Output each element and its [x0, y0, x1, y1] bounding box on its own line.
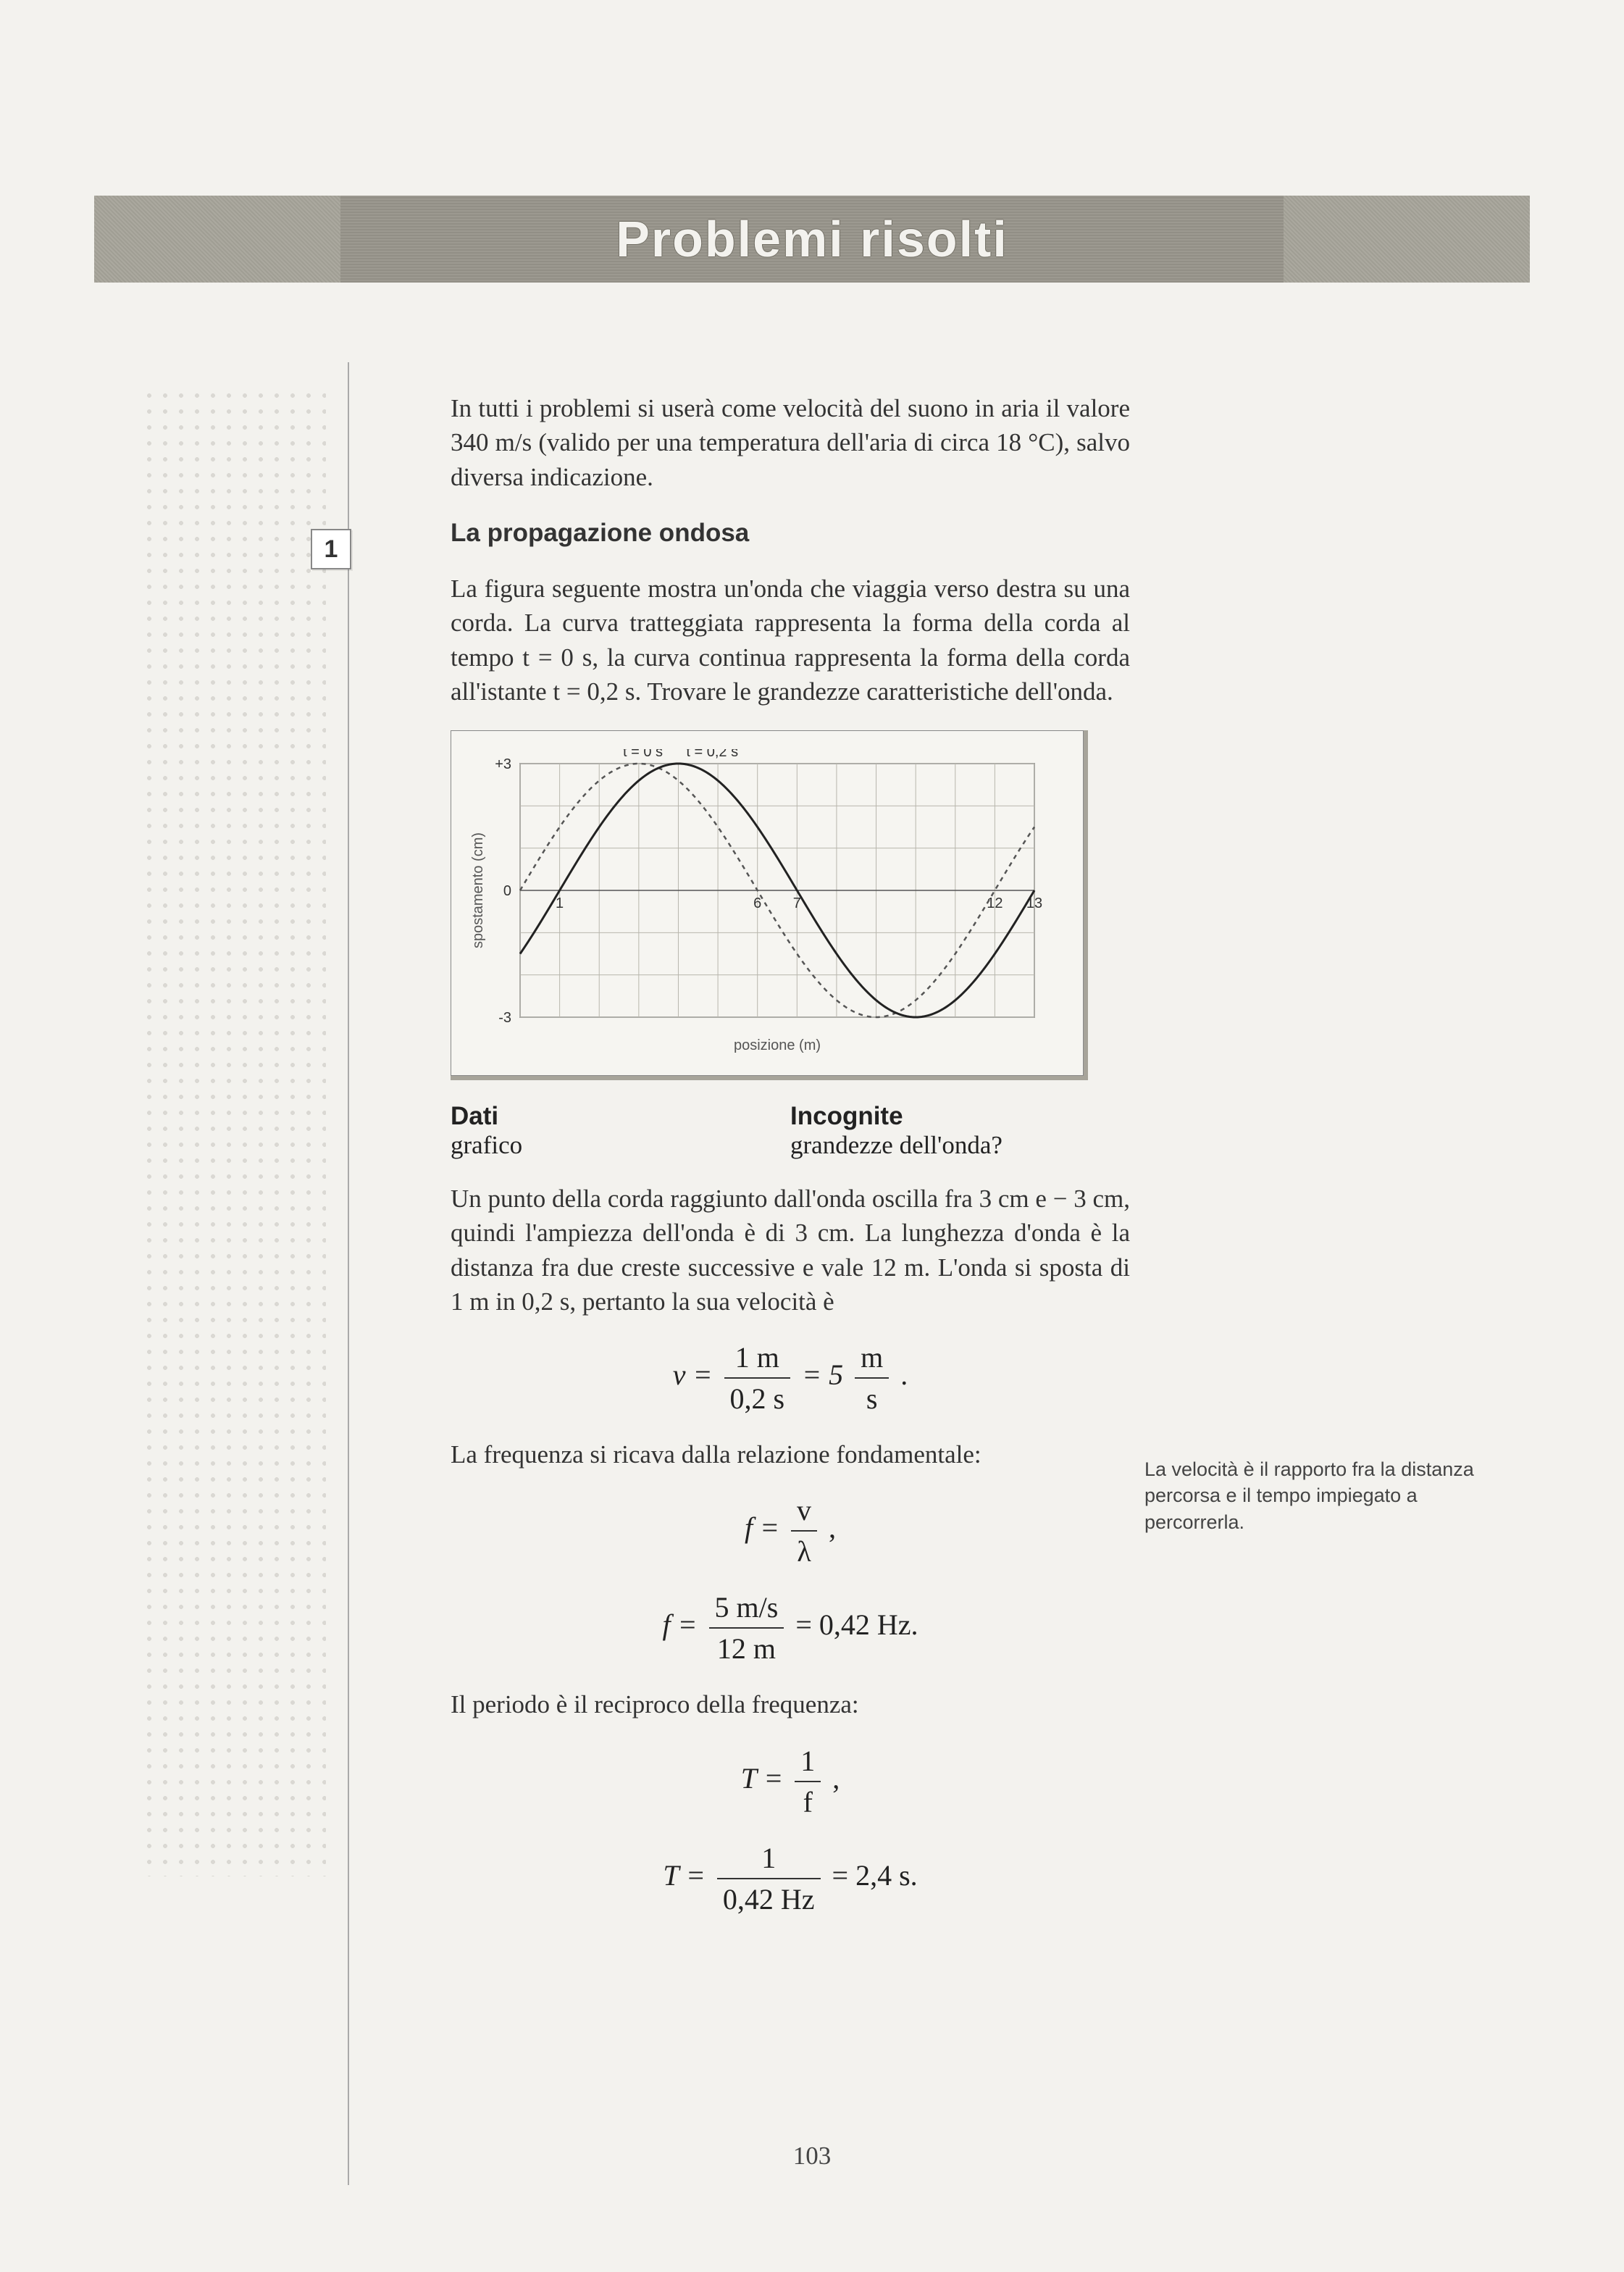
dati-heading: Dati: [451, 1102, 790, 1131]
chart-inner: +30-31671213spostamento (cm)posizione (m…: [451, 730, 1084, 1076]
svg-text:6: 6: [753, 895, 761, 911]
header-decor-left: [94, 196, 340, 283]
equation-T-value: T = 1 0,42 Hz = 2,4 s.: [451, 1841, 1130, 1916]
svg-text:t = 0,2 s: t = 0,2 s: [686, 749, 738, 760]
eq-v-eq: = 5: [802, 1358, 843, 1391]
incognite-heading: Incognite: [790, 1102, 1130, 1131]
eq-f2-tail: = 0,42 Hz.: [795, 1608, 918, 1641]
eq-T2-num: 1: [717, 1841, 821, 1879]
intro-paragraph: In tutti i problemi si userà come veloci…: [451, 391, 1130, 494]
svg-text:t = 0 s: t = 0 s: [623, 749, 663, 760]
eq-v-den: 0,2 s: [724, 1379, 791, 1416]
eq-f1-tail: ,: [829, 1511, 836, 1544]
eq-f2-num: 5 m/s: [709, 1590, 784, 1629]
problem-title: La propagazione ondosa: [451, 516, 1130, 550]
problem-text: La figura seguente mostra un'onda che vi…: [451, 572, 1130, 709]
eq-f2-frac: 5 m/s 12 m: [705, 1590, 789, 1666]
svg-text:posizione (m): posizione (m): [734, 1037, 821, 1053]
dati-col: Dati grafico: [451, 1102, 790, 1160]
eq-v-frac: 1 m 0,2 s: [720, 1340, 795, 1416]
incognite-value: grandezze dell'onda?: [790, 1131, 1130, 1160]
eq-v-unit-den: s: [855, 1379, 889, 1416]
eq-f1-den: λ: [791, 1532, 817, 1569]
incognite-col: Incognite grandezze dell'onda?: [790, 1102, 1130, 1160]
eq-T2-den: 0,42 Hz: [717, 1879, 821, 1916]
problem-number-badge: 1: [311, 529, 351, 569]
dati-value: grafico: [451, 1131, 790, 1160]
eq-T1-lhs: T =: [741, 1762, 784, 1795]
eq-T1-den: f: [795, 1782, 821, 1819]
content-grid: 1 In tutti i problemi si userà come velo…: [116, 362, 1508, 2185]
eq-v-tail: .: [900, 1358, 908, 1391]
svg-text:12: 12: [987, 895, 1003, 911]
dati-incognite-row: Dati grafico Incognite grandezze dell'on…: [451, 1102, 1130, 1160]
eq-T2-frac: 1 0,42 Hz: [713, 1841, 825, 1916]
eq-T1-frac: 1 f: [790, 1744, 825, 1819]
header-title: Problemi risolti: [616, 210, 1008, 268]
problem-number: 1: [325, 535, 338, 564]
eq-T2-lhs: T =: [663, 1859, 706, 1892]
eq-f1-lhs: f =: [745, 1511, 779, 1544]
eq-f2-lhs: f =: [662, 1608, 697, 1641]
page: Problemi risolti 1 In tutti i problemi s…: [0, 0, 1624, 2272]
svg-text:1: 1: [556, 895, 564, 911]
margin-note: La velocità è il rapporto fra la distanz…: [1130, 362, 1508, 2185]
eq-T1-tail: ,: [832, 1762, 840, 1795]
chart-container: +30-31671213spostamento (cm)posizione (m…: [451, 730, 1088, 1080]
dot-pattern: [145, 391, 326, 1876]
sidebar-pattern-col: 1: [116, 362, 333, 2185]
eq-T2-tail: = 2,4 s.: [832, 1859, 918, 1892]
eq-f1-num: v: [791, 1493, 817, 1532]
svg-text:7: 7: [793, 895, 801, 911]
header-center: Problemi risolti: [340, 196, 1284, 283]
svg-text:+3: +3: [495, 756, 511, 772]
page-number: 103: [0, 2142, 1624, 2171]
eq-f1-frac: v λ: [787, 1493, 821, 1569]
main-column: In tutti i problemi si userà come veloci…: [348, 362, 1130, 2185]
header-decor-right: [1284, 196, 1530, 283]
solution-para2: La frequenza si ricava dalla relazione f…: [451, 1437, 1130, 1471]
equation-f-relation: f = v λ ,: [451, 1493, 1130, 1569]
header-bar: Problemi risolti: [94, 196, 1530, 283]
eq-v-lhs: v =: [673, 1358, 713, 1391]
wave-chart: +30-31671213spostamento (cm)posizione (m…: [469, 749, 1049, 1061]
eq-v-unit-frac: m s: [850, 1340, 893, 1416]
eq-f2-den: 12 m: [709, 1629, 784, 1666]
svg-text:0: 0: [503, 883, 511, 899]
eq-v-num: 1 m: [724, 1340, 791, 1379]
solution-para3: Il periodo è il reciproco della frequenz…: [451, 1687, 1130, 1721]
svg-text:spostamento (cm): spostamento (cm): [470, 832, 486, 948]
equation-velocity: v = 1 m 0,2 s = 5 m s .: [451, 1340, 1130, 1416]
solution-para1: Un punto della corda raggiunto dall'onda…: [451, 1182, 1130, 1319]
eq-v-unit-num: m: [855, 1340, 889, 1379]
equation-f-value: f = 5 m/s 12 m = 0,42 Hz.: [451, 1590, 1130, 1666]
svg-text:-3: -3: [498, 1010, 511, 1026]
eq-T1-num: 1: [795, 1744, 821, 1782]
equation-T-relation: T = 1 f ,: [451, 1744, 1130, 1819]
